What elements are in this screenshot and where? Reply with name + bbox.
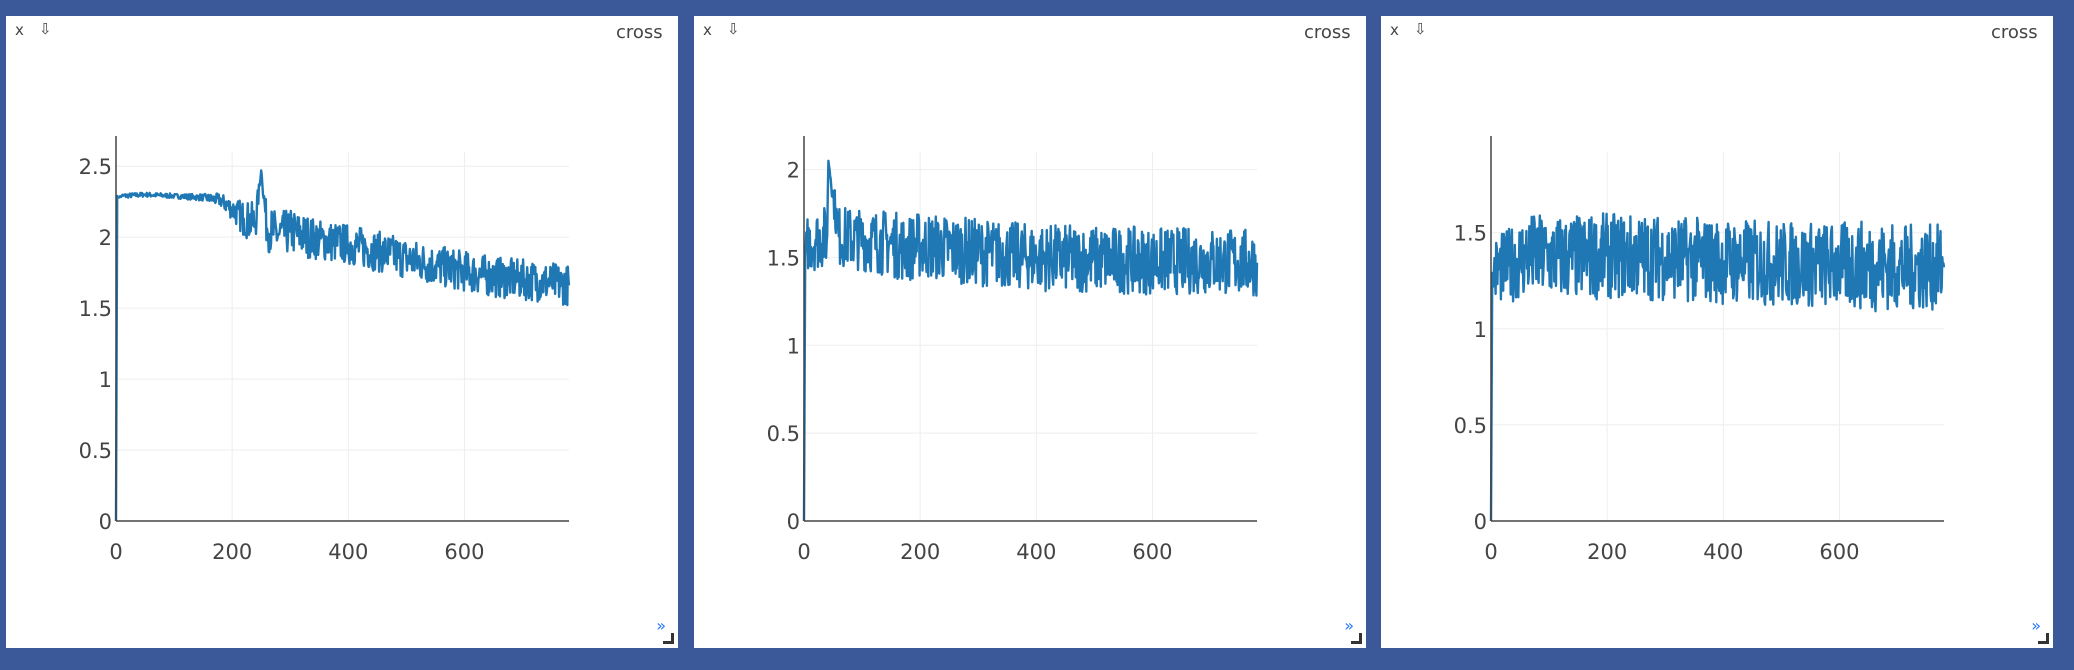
resize-handle[interactable] [2038, 633, 2049, 644]
line-chart-2: 0 200 400 600 0 0.5 1 1.5 2 [767, 136, 1259, 564]
x-tick-label: 600 [444, 540, 484, 564]
pane-title: cross [1991, 22, 2038, 43]
y-tick-label: 2 [99, 226, 112, 250]
x-tick-label: 200 [900, 540, 940, 564]
expand-icon[interactable]: » [656, 616, 666, 635]
y-tick-label: 1.5 [767, 246, 800, 270]
x-tick-label: 400 [1016, 540, 1056, 564]
y-tick-label: 0 [787, 510, 800, 534]
y-tick-label: 1.5 [1454, 222, 1487, 246]
data-series-1 [114, 169, 571, 522]
chart-pane-2: x ⇩ cross 0 200 400 600 0 0.5 1 1.5 2 » [694, 16, 1366, 648]
x-tick-label: 400 [1703, 540, 1743, 564]
line-chart-3: 0 200 400 600 0 0.5 1 1.5 [1454, 136, 1946, 564]
close-button[interactable]: x [1390, 21, 1399, 39]
y-tick-label: 0 [99, 510, 112, 534]
x-tick-label: 200 [1587, 540, 1627, 564]
y-tick-label: 0.5 [1454, 414, 1487, 438]
close-button[interactable]: x [15, 21, 24, 39]
x-tick-label: 600 [1132, 540, 1172, 564]
download-arrow-icon[interactable]: ⇩ [1414, 20, 1427, 38]
chart-pane-1: x ⇩ cross 0 200 400 600 0 0.5 1 1.5 2 2.5 » [6, 16, 678, 648]
y-tick-label: 0 [1474, 510, 1487, 534]
x-tick-label: 600 [1819, 540, 1859, 564]
x-tick-label: 200 [212, 540, 252, 564]
x-tick-label: 400 [328, 540, 368, 564]
data-series-1 [802, 159, 1259, 522]
y-tick-label: 0.5 [767, 422, 800, 446]
x-tick-label: 0 [797, 540, 810, 564]
expand-icon[interactable]: » [1344, 616, 1354, 635]
chart-pane-3: x ⇩ cross 0 200 400 600 0 0.5 1 1.5 » [1381, 16, 2053, 648]
x-tick-label: 0 [109, 540, 122, 564]
y-tick-label: 2.5 [79, 155, 112, 179]
close-button[interactable]: x [703, 21, 712, 39]
y-tick-label: 1 [1474, 318, 1487, 342]
pane-title: cross [1304, 22, 1351, 43]
x-tick-label: 0 [1484, 540, 1497, 564]
download-arrow-icon[interactable]: ⇩ [39, 20, 52, 38]
y-tick-label: 1.5 [79, 297, 112, 321]
y-tick-label: 1 [787, 334, 800, 358]
resize-handle[interactable] [663, 633, 674, 644]
y-tick-label: 2 [787, 159, 800, 183]
y-tick-label: 0.5 [79, 439, 112, 463]
expand-icon[interactable]: » [2031, 616, 2041, 635]
pane-title: cross [616, 22, 663, 43]
y-tick-label: 1 [99, 368, 112, 392]
data-series-1 [1489, 212, 1946, 522]
resize-handle[interactable] [1351, 633, 1362, 644]
download-arrow-icon[interactable]: ⇩ [727, 20, 740, 38]
line-chart-1: 0 200 400 600 0 0.5 1 1.5 2 2.5 [79, 136, 571, 564]
